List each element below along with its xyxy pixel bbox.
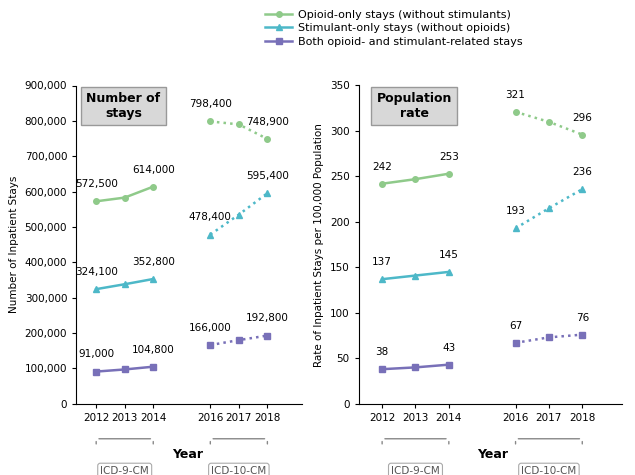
Text: 43: 43 xyxy=(442,342,455,352)
Text: 321: 321 xyxy=(505,90,526,100)
Text: 352,800: 352,800 xyxy=(132,257,175,267)
Y-axis label: Rate of Inpatient Stays per 100,000 Population: Rate of Inpatient Stays per 100,000 Popu… xyxy=(314,123,324,367)
Text: 236: 236 xyxy=(572,167,592,177)
Text: 748,900: 748,900 xyxy=(246,117,289,127)
Text: 137: 137 xyxy=(372,257,392,267)
Text: 166,000: 166,000 xyxy=(189,323,232,333)
Text: 242: 242 xyxy=(372,162,392,171)
Text: 478,400: 478,400 xyxy=(189,212,232,222)
Text: 253: 253 xyxy=(439,152,458,162)
Text: 38: 38 xyxy=(375,347,389,357)
Text: 145: 145 xyxy=(439,250,458,260)
Text: 192,800: 192,800 xyxy=(246,314,289,323)
Text: Population
rate: Population rate xyxy=(377,92,452,120)
Text: 193: 193 xyxy=(505,206,526,216)
Text: 324,100: 324,100 xyxy=(75,267,117,277)
Y-axis label: Number of Inpatient Stays: Number of Inpatient Stays xyxy=(9,176,19,314)
Text: 595,400: 595,400 xyxy=(246,171,289,181)
Text: 91,000: 91,000 xyxy=(78,350,114,360)
Text: 67: 67 xyxy=(509,321,522,331)
Text: 572,500: 572,500 xyxy=(75,179,117,189)
Legend: Opioid-only stays (without stimulants), Stimulant-only stays (without opioids), : Opioid-only stays (without stimulants), … xyxy=(260,6,527,51)
Text: Number of
stays: Number of stays xyxy=(86,92,161,120)
Text: Year: Year xyxy=(172,448,203,461)
Text: ICD-10-CM: ICD-10-CM xyxy=(521,466,577,475)
Text: 76: 76 xyxy=(576,313,589,323)
Text: ICD-9-CM: ICD-9-CM xyxy=(100,466,149,475)
Text: 296: 296 xyxy=(572,113,592,123)
Text: 614,000: 614,000 xyxy=(132,164,175,174)
Text: 798,400: 798,400 xyxy=(189,99,232,109)
Text: ICD-10-CM: ICD-10-CM xyxy=(211,466,267,475)
Text: 104,800: 104,800 xyxy=(132,344,175,355)
Text: ICD-9-CM: ICD-9-CM xyxy=(391,466,440,475)
Text: Year: Year xyxy=(477,448,507,461)
